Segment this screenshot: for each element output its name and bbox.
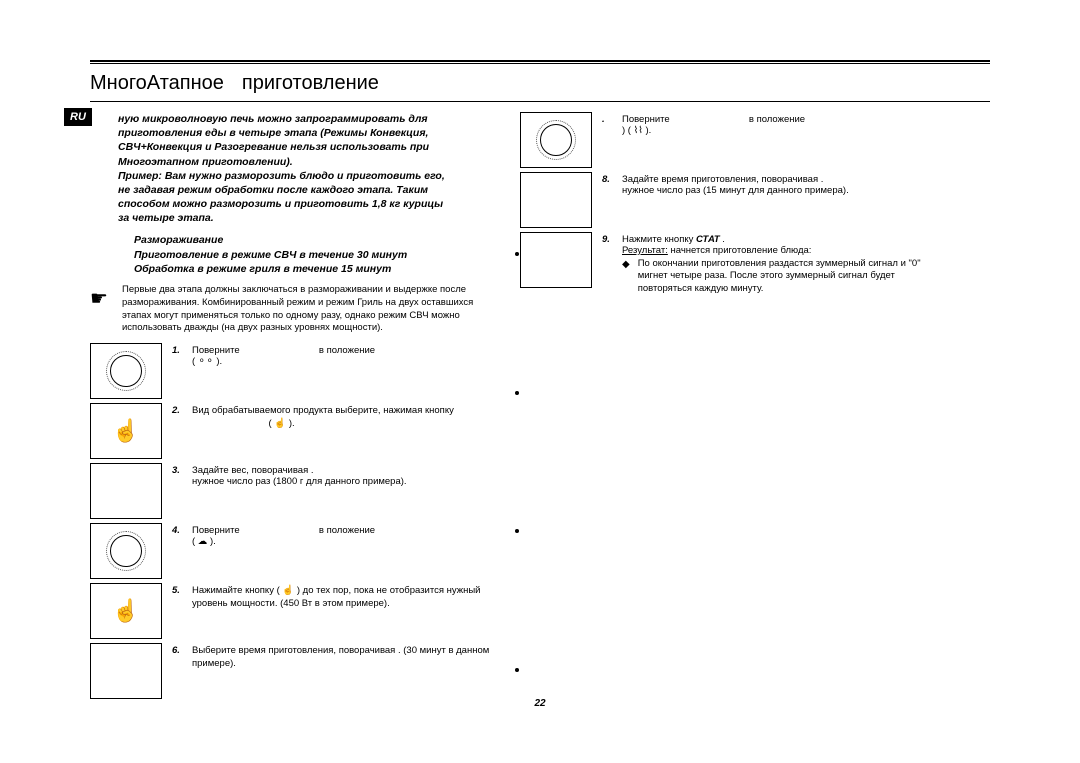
step-text: Выберите время приготовления, поворачива… — [192, 645, 500, 671]
touch-icon: ☝ — [112, 418, 139, 444]
step-text: Нажимайте кнопку ( ☝ ) до тех пор, пока … — [192, 585, 500, 611]
column-divider — [515, 252, 523, 672]
top-rule — [90, 60, 990, 64]
step-number: 8. — [602, 174, 618, 187]
intro-line: Многоэтапном приготовлении). — [118, 156, 293, 168]
step-row: ☝ 5.Нажимайте кнопку ( ☝ ) до тех пор, по… — [90, 583, 500, 639]
step-text: Поверните в положение — [192, 345, 500, 358]
language-tag: RU — [64, 108, 92, 126]
blank-thumbnail — [520, 232, 592, 288]
step-row: 3.Задайте вес, поворачивая .нужное число… — [90, 463, 500, 519]
defrost-line: Размораживание — [134, 233, 500, 247]
defrost-line: Приготовление в режиме СВЧ в течение 30 … — [134, 248, 500, 262]
intro-line: приготовления еды в четыре этапа (Режимы… — [118, 127, 428, 139]
step-row: 8.Задайте время приготовления, поворачив… — [520, 172, 950, 228]
step-row: 9.Нажмите кнопку СТАТ .Результат: начнет… — [520, 232, 950, 296]
blank-thumbnail — [90, 463, 162, 519]
title-part1: МногоАтапное — [90, 72, 224, 95]
step-row: ☝ 2.Вид обрабатываемого продукта выберите… — [90, 403, 500, 459]
intro-line: не задавая режим обработки после каждого… — [118, 184, 428, 196]
step-text: Вид обрабатываемого продукта выберите, н… — [192, 405, 500, 431]
step-body: 3.Задайте вес, поворачивая .нужное число… — [172, 463, 500, 519]
step-body: 2.Вид обрабатываемого продукта выберите,… — [172, 403, 500, 459]
intro-line: СВЧ+Конвекция и Разогревание нельзя испо… — [118, 141, 429, 153]
blank-thumbnail — [520, 172, 592, 228]
step-number: 1. — [172, 345, 188, 358]
step-number: 4. — [172, 525, 188, 538]
step-body: 1.Поверните в положение( ⚬⚬ ). — [172, 343, 500, 399]
step-row: .Поверните в положение) ( ⌇⌇ ). — [520, 112, 950, 168]
step-number: 2. — [172, 405, 188, 431]
step-number: 3. — [172, 465, 188, 478]
mid-rule — [90, 101, 990, 102]
page-number: 22 — [534, 698, 545, 709]
step-body: 4.Поверните в положение( ☁ ). — [172, 523, 500, 579]
step-number: . — [602, 114, 618, 127]
step-row: 6.Выберите время приготовления, поворачи… — [90, 643, 500, 699]
intro-line: способом можно разморозить и приготовить… — [118, 198, 443, 210]
step-body: 6.Выберите время приготовления, поворачи… — [172, 643, 500, 699]
intro-block: ную микроволновую печь можно запрограмми… — [118, 112, 500, 225]
step-text: Поверните в положение — [192, 525, 500, 538]
intro-line: ную микроволновую печь можно запрограмми… — [118, 113, 428, 125]
title-part2: приготовление — [242, 72, 379, 95]
diamond-icon: ◆ — [622, 258, 630, 296]
step-text: Поверните в положение — [622, 114, 950, 127]
step-row: 1.Поверните в положение( ⚬⚬ ). — [90, 343, 500, 399]
note-text: Первые два этапа должны заключаться в ра… — [122, 284, 500, 335]
step-number: 5. — [172, 585, 188, 611]
left-column: ную микроволновую печь можно запрограмми… — [90, 112, 500, 703]
example-label: Пример: — [118, 170, 162, 182]
step-body: 8.Задайте время приготовления, поворачив… — [602, 172, 950, 228]
touch-icon: ☝ — [112, 598, 139, 624]
dial-thumbnail — [520, 112, 592, 168]
step-number: 6. — [172, 645, 188, 671]
intro-line: за четыре этапа. — [118, 212, 214, 224]
document-page: МногоАтапное приготовление RU ную микров… — [0, 0, 1080, 723]
dial-thumbnail — [90, 343, 162, 399]
step-body: 5.Нажимайте кнопку ( ☝ ) до тех пор, пок… — [172, 583, 500, 639]
pointing-hand-icon: ☛ — [90, 286, 114, 335]
touch-thumbnail: ☝ — [90, 583, 162, 639]
result-bullet: ◆По окончании приготовления раздастся зу… — [622, 258, 950, 296]
bullet-text: По окончании приготовления раздастся зум… — [638, 258, 950, 296]
content-columns: ную микроволновую печь можно запрограмми… — [90, 112, 990, 703]
step-row: 4.Поверните в положение( ☁ ). — [90, 523, 500, 579]
note-row: ☛ Первые два этапа должны заключаться в … — [90, 284, 500, 335]
touch-thumbnail: ☝ — [90, 403, 162, 459]
step-body: 9.Нажмите кнопку СТАТ .Результат: начнет… — [602, 232, 950, 296]
step-number: 9. — [602, 234, 618, 247]
dial-thumbnail — [90, 523, 162, 579]
page-title: МногоАтапное приготовление — [90, 72, 990, 95]
blank-thumbnail — [90, 643, 162, 699]
defrost-line: Обработка в режиме гриля в течение 15 ми… — [134, 262, 500, 276]
right-column: .Поверните в положение) ( ⌇⌇ ).8.Задайте… — [520, 112, 950, 703]
intro-line: Вам нужно разморозить блюдо и приготовит… — [165, 170, 445, 182]
step-body: .Поверните в положение) ( ⌇⌇ ). — [602, 112, 950, 168]
